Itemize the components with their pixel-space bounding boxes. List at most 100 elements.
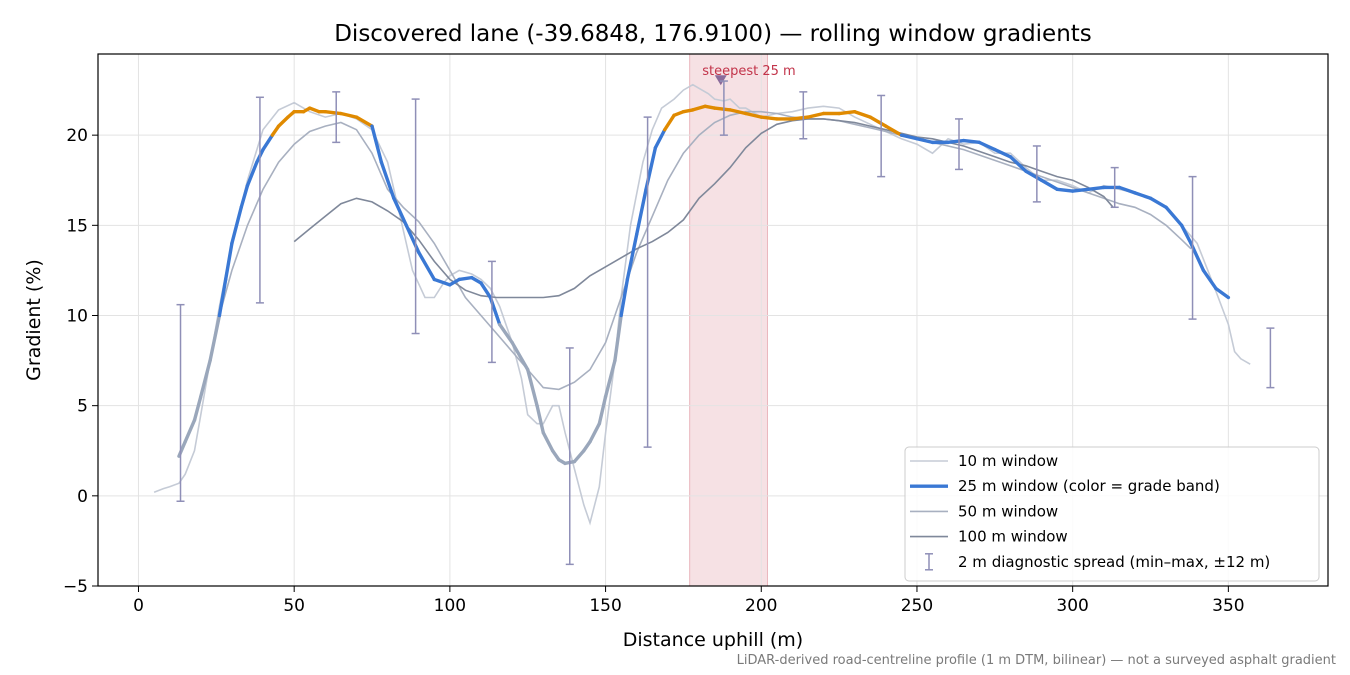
series-25m-segment	[510, 340, 530, 372]
series-25m-segment	[230, 205, 243, 246]
y-axis-label: Gradient (%)	[23, 259, 45, 381]
series-25m-segment	[1117, 185, 1137, 195]
y-tick-label: −5	[63, 577, 88, 597]
series-25m-segment	[208, 313, 222, 363]
series-25m-segment	[884, 124, 904, 137]
series-layer	[153, 83, 1251, 526]
series-25m-segment	[1055, 187, 1075, 193]
series-25m-segment	[192, 394, 203, 422]
y-tick-label: 20	[66, 126, 88, 146]
series-25m-segment	[339, 111, 359, 119]
series-25m-segment	[354, 115, 374, 128]
x-tick-label: 200	[745, 596, 777, 616]
series-25m-segment	[245, 160, 259, 188]
series-25m-segment	[1070, 187, 1090, 193]
series-25m-segment	[961, 138, 981, 145]
series-25m-segment	[759, 115, 779, 121]
series-25m-segment	[183, 418, 197, 444]
axes-layer: 0 50 100 150 200 250 300 350 −5 0 5 10 15 20	[63, 53, 1329, 616]
series-25m-segment	[1201, 268, 1218, 291]
series-25m-segment	[199, 358, 212, 399]
series-25m-segment	[915, 137, 935, 145]
x-tick-label: 0	[133, 596, 144, 616]
series-25m-segment	[899, 133, 919, 141]
series-25m-segment	[479, 281, 493, 300]
y-tick-label: 0	[77, 487, 88, 507]
series-25m-segment	[613, 313, 623, 363]
series-25m-segment	[1086, 185, 1106, 191]
series-25m-segment	[1024, 169, 1044, 182]
series-25m-segment	[993, 147, 1013, 159]
series-25m-segment	[457, 275, 474, 282]
series-25m-segment	[1164, 205, 1184, 228]
series-25m-segment	[946, 138, 966, 145]
series-25m-segment	[1214, 286, 1231, 300]
series-25m-segment	[572, 449, 586, 464]
series-25m-segment	[653, 128, 667, 150]
series-25m-segment	[370, 124, 384, 164]
series-25m-segment	[837, 110, 857, 116]
series-25m-segment	[497, 322, 514, 345]
series-25m-segment	[261, 133, 275, 152]
x-axis-label: Distance uphill (m)	[623, 629, 803, 651]
series-25m-segment	[276, 115, 290, 128]
series-25m-segment	[392, 196, 408, 228]
series-25m-segment	[625, 232, 639, 282]
series-25m-segment	[868, 115, 888, 128]
series-25m-segment	[588, 421, 602, 444]
series-25m-segment	[541, 431, 555, 453]
steepest-window-band	[689, 53, 768, 587]
legend-10m-label: 10 m window	[958, 452, 1058, 470]
legend-box	[904, 446, 1320, 582]
series-25m-segment	[469, 275, 483, 285]
series-25m-segment	[635, 187, 648, 237]
series-25m-segment	[806, 111, 826, 119]
y-tick-label: 15	[66, 216, 88, 236]
series-25m-segment	[550, 449, 561, 462]
series-100m-line	[293, 118, 1114, 299]
series-25m-segment	[526, 367, 539, 408]
legend-diagnostic-label: 2 m diagnostic spread (min–max, ±12 m)	[958, 553, 1270, 571]
series-25m-segment	[977, 140, 997, 152]
series-25m-segment	[582, 440, 592, 453]
series-25m-segment	[323, 110, 343, 116]
series-25m-segment	[1039, 178, 1059, 191]
legend-25m-label: 25 m window (color = grade band)	[958, 477, 1220, 495]
highlight-label: steepest 25 m	[702, 64, 795, 79]
series-25m-segment	[691, 104, 707, 112]
series-25m-segment	[712, 106, 732, 112]
series-25m-segment	[448, 277, 461, 287]
series-25m-segment	[239, 183, 250, 209]
footnote: LiDAR-derived road-centreline profile (1…	[737, 653, 1336, 668]
series-25m-segment	[743, 111, 763, 119]
series-25m-segment	[417, 250, 437, 282]
steepest-marker	[714, 75, 727, 86]
series-25m-segment	[1148, 196, 1168, 209]
series-25m-segment	[217, 277, 228, 318]
series-25m-segment	[1133, 191, 1153, 200]
series-25m-segment	[404, 223, 421, 255]
legend-50m-label: 50 m window	[958, 502, 1058, 520]
x-tick-label: 100	[434, 596, 466, 616]
series-25m-segment	[535, 403, 545, 435]
highlight-layer	[689, 53, 768, 587]
series-25m-segment	[663, 113, 676, 132]
legend-layer: 10 m window 25 m window (color = grade ba…	[904, 446, 1320, 582]
x-tick-label: 300	[1056, 596, 1088, 616]
series-25m-segment	[597, 394, 608, 426]
series-25m-segment	[603, 358, 617, 399]
series-25m-segment	[852, 110, 872, 119]
x-tick-label: 350	[1212, 596, 1244, 616]
x-tick-label: 150	[589, 596, 621, 616]
errorbar-layer	[176, 80, 1275, 566]
chart-title: Discovered lane (-39.6848, 176.9100) — r…	[334, 21, 1092, 47]
series-25m-segment	[728, 108, 748, 116]
series-25m-segment	[432, 277, 452, 287]
plot-frame	[97, 53, 1329, 587]
series-25m-segment	[619, 277, 630, 318]
y-tick-label: 5	[77, 397, 88, 417]
series-25m-segment	[223, 241, 234, 282]
x-tick-label: 50	[283, 596, 305, 616]
series-25m-segment	[270, 124, 281, 137]
